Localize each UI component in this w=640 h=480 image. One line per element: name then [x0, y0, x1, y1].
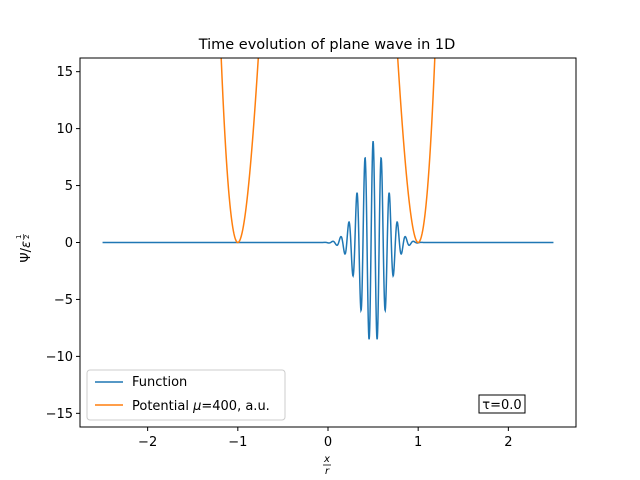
y-tick-label: −10 — [46, 350, 73, 365]
y-axis: −15 −10 −5 0 5 10 15 — [46, 65, 80, 422]
y-tick-label: 5 — [65, 179, 73, 194]
svg-text:τ=0.0: τ=0.0 — [482, 398, 521, 413]
svg-text:ε: ε — [19, 241, 34, 248]
y-tick-label: −5 — [54, 293, 73, 308]
time-annotation: τ=0.0 — [478, 394, 526, 414]
y-tick-label: −15 — [46, 407, 73, 422]
y-tick-label: 10 — [56, 122, 73, 137]
x-tick-label: 1 — [414, 435, 422, 450]
x-tick-label: 2 — [504, 435, 512, 450]
legend-entry-function: Function — [95, 375, 187, 390]
svg-text:Function: Function — [132, 375, 187, 390]
x-axis: −2 −1 0 1 2 — [138, 427, 513, 450]
series-layer — [102, 58, 554, 340]
x-tick-label: −1 — [228, 435, 247, 450]
series-function-line — [102, 141, 554, 340]
y-axis-label: Ψ/ ε 1 2 — [15, 234, 34, 263]
chart-title: Time evolution of plane wave in 1D — [198, 37, 456, 53]
svg-text:r: r — [325, 466, 330, 477]
x-axis-label: x r — [323, 454, 331, 477]
y-tick-label: 15 — [56, 65, 73, 80]
x-tick-label: 0 — [324, 435, 332, 450]
series-potential-line — [220, 58, 436, 244]
svg-text:Potential μ=400, a.u.: Potential μ=400, a.u. — [132, 399, 270, 414]
x-tick-label: −2 — [138, 435, 157, 450]
svg-text:Ψ/: Ψ/ — [19, 247, 34, 262]
legend-entry-potential: Potential μ=400, a.u. — [95, 399, 270, 414]
svg-text:1: 1 — [15, 235, 23, 239]
y-tick-label: 0 — [65, 236, 73, 251]
legend: Function Potential μ=400, a.u. — [86, 369, 286, 421]
svg-text:2: 2 — [23, 235, 31, 239]
svg-text:x: x — [323, 454, 330, 465]
